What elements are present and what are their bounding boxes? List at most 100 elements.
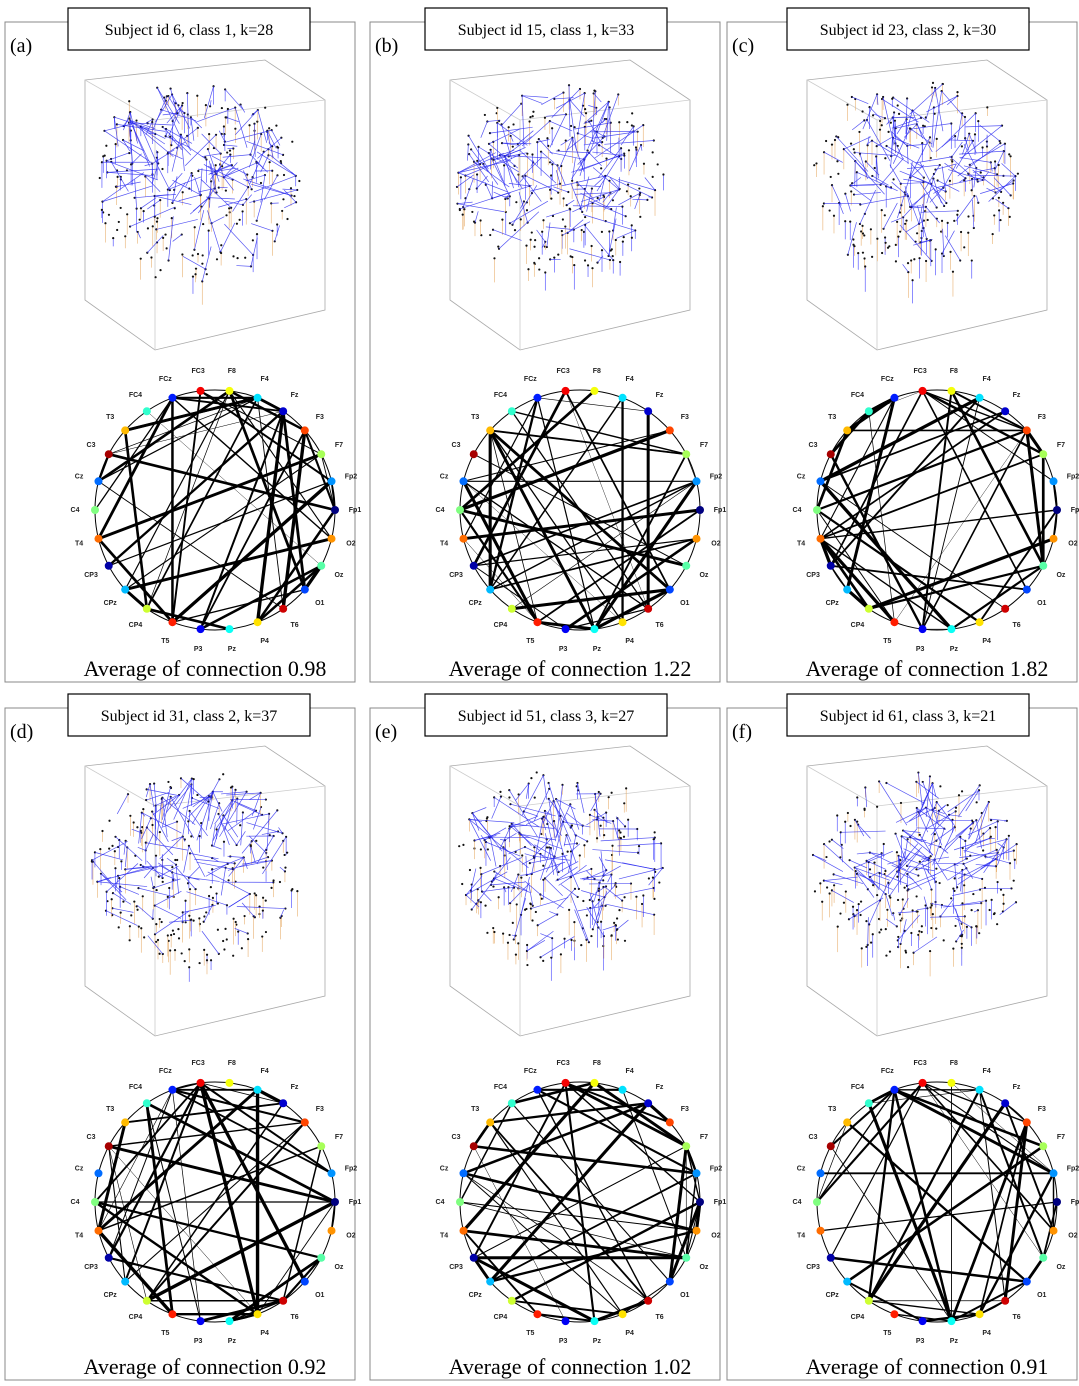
edge-3d: [979, 125, 999, 141]
node-point: [162, 237, 164, 239]
electrode-node: [328, 1227, 336, 1235]
edge-3d: [218, 199, 246, 207]
edge-3d: [493, 230, 521, 241]
node-point: [590, 935, 592, 937]
electrode-node: [682, 1142, 690, 1150]
node-point: [291, 888, 293, 890]
connection: [512, 1202, 700, 1301]
edge-3d: [224, 224, 253, 255]
edge-3d: [958, 785, 979, 816]
connection: [831, 1090, 895, 1146]
node-point: [1017, 173, 1019, 175]
edge-3d: [258, 110, 267, 143]
node-point: [530, 777, 532, 779]
node-point: [623, 836, 625, 838]
electrode-label: C3: [87, 442, 96, 449]
electrode-label: Oz: [334, 572, 343, 579]
electrode-label: Cz: [75, 1165, 84, 1172]
electrode-node: [197, 387, 205, 395]
node-point: [843, 902, 845, 904]
node-point: [1002, 894, 1004, 896]
node-point: [876, 238, 878, 240]
node-point: [143, 936, 145, 938]
node-point: [619, 261, 621, 263]
node-point: [952, 888, 954, 890]
node-point: [936, 138, 938, 140]
electrode-label: O1: [315, 1292, 324, 1299]
edge-3d: [280, 867, 285, 871]
node-point: [118, 221, 120, 223]
electrode-node: [693, 1227, 701, 1235]
edge-3d: [189, 867, 200, 878]
edge-3d: [614, 888, 654, 896]
electrode-node: [91, 1198, 99, 1206]
plot-box: [807, 60, 1047, 350]
node-point: [845, 890, 847, 892]
node-point: [129, 815, 131, 817]
node-point: [956, 214, 958, 216]
edge-3d: [107, 153, 129, 161]
node-point: [815, 162, 817, 164]
node-point: [895, 244, 897, 246]
node-point: [628, 149, 630, 151]
node-point: [892, 178, 894, 180]
node-point: [974, 133, 976, 135]
electrode-node: [919, 1317, 927, 1325]
node-point: [904, 950, 906, 952]
node-point: [887, 247, 889, 249]
edge-3d: [606, 904, 654, 914]
node-point: [961, 790, 963, 792]
edge-3d: [904, 849, 929, 861]
node-point: [108, 848, 110, 850]
electrode-label: C4: [793, 507, 802, 514]
node-point: [155, 855, 157, 857]
electrode-label: CP3: [84, 572, 98, 579]
node-point: [904, 223, 906, 225]
edge-3d: [844, 137, 871, 149]
node-point: [195, 268, 197, 270]
electrode-node: [666, 426, 674, 434]
edge-3d: [511, 136, 514, 142]
node-point: [262, 910, 264, 912]
electrode-label: F8: [593, 368, 601, 375]
edge-3d: [594, 883, 599, 902]
edge-3d: [225, 790, 236, 830]
electrode-node: [105, 562, 113, 570]
average-label: Average of connection 1.02: [449, 1354, 692, 1379]
node-point: [950, 897, 952, 899]
edge-3d: [945, 236, 960, 261]
electrode-label: P3: [559, 646, 568, 653]
edge-3d: [974, 910, 978, 912]
node-point: [600, 167, 602, 169]
node-point: [627, 819, 629, 821]
node-point: [232, 255, 234, 257]
edge-3d: [618, 179, 655, 190]
edge-3d: [202, 246, 211, 281]
edge-3d: [868, 917, 869, 945]
edge-3d: [467, 145, 468, 161]
node-point: [581, 229, 583, 231]
node-point: [853, 148, 855, 150]
electrode-node: [121, 426, 129, 434]
electrode-label: Fp1: [714, 1199, 727, 1206]
node-point: [196, 794, 198, 796]
node-point: [99, 177, 101, 179]
electrode-label: F8: [593, 1060, 601, 1067]
node-point: [819, 882, 821, 884]
electrode-label: CP4: [129, 1314, 143, 1321]
node-point: [550, 198, 552, 200]
edge-3d: [502, 104, 521, 125]
edge-3d: [509, 790, 537, 837]
node-point: [885, 928, 887, 930]
node-point: [921, 925, 923, 927]
electrode-node: [666, 1118, 674, 1126]
edge-3d: [645, 178, 655, 191]
edge-3d: [649, 868, 663, 885]
edge-3d: [907, 866, 934, 871]
electrode-node: [890, 618, 898, 626]
node-point: [994, 826, 996, 828]
node-point: [642, 894, 644, 896]
electrode-node: [94, 1227, 102, 1235]
edge-3d: [954, 838, 990, 850]
node-point: [286, 852, 288, 854]
